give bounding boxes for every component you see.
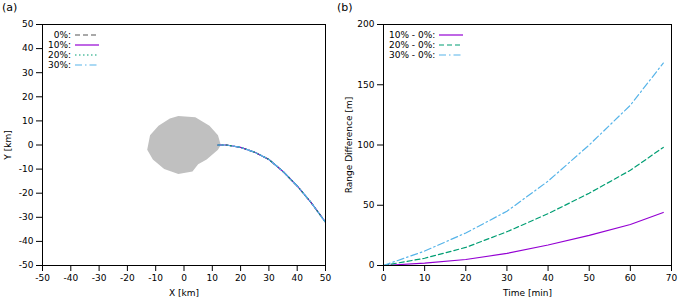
svg-text:Range Difference [m]: Range Difference [m]: [344, 97, 354, 193]
svg-text:Y [km]: Y [km]: [3, 130, 13, 160]
html-text:(b): (b): [337, 1, 353, 14]
svg-text:50: 50: [22, 19, 34, 29]
svg-text:-40: -40: [19, 236, 34, 246]
svg-text:-40: -40: [63, 273, 78, 283]
svg-text:20: 20: [22, 92, 34, 102]
svg-text:-50: -50: [35, 273, 50, 283]
svg-text:30: 30: [263, 273, 275, 283]
svg-text:20: 20: [235, 273, 247, 283]
svg-text:40: 40: [542, 273, 554, 283]
svg-text:-50: -50: [19, 260, 34, 270]
svg-text:100: 100: [357, 140, 374, 150]
svg-text:200: 200: [357, 19, 374, 29]
svg-text:30: 30: [501, 273, 513, 283]
html-text:10% - 0%:: 10% - 0%:: [389, 30, 436, 40]
svg-text:60: 60: [625, 273, 637, 283]
svg-text:40: 40: [291, 273, 303, 283]
svg-text:40: 40: [22, 43, 34, 53]
svg-text:-30: -30: [19, 212, 34, 222]
svg-text:-20: -20: [19, 188, 34, 198]
svg-text:-30: -30: [92, 273, 107, 283]
svg-text:Time [min]: Time [min]: [502, 288, 552, 298]
html-text:20%:: 20%:: [48, 50, 71, 60]
svg-text:X [km]: X [km]: [169, 288, 199, 298]
html-text:30% - 0%:: 30% - 0%:: [389, 50, 436, 60]
svg-text:50: 50: [363, 200, 375, 210]
svg-text:10: 10: [207, 273, 219, 283]
svg-text:70: 70: [666, 273, 678, 283]
svg-text:0: 0: [381, 273, 387, 283]
svg-text:20: 20: [460, 273, 472, 283]
svg-text:-10: -10: [19, 164, 34, 174]
html-text:10%:: 10%:: [48, 40, 71, 50]
svg-text:-20: -20: [120, 273, 135, 283]
svg-text:-10: -10: [148, 273, 163, 283]
svg-text:0: 0: [369, 260, 375, 270]
svg-text:150: 150: [357, 80, 374, 90]
svg-text:50: 50: [320, 273, 332, 283]
svg-text:10: 10: [419, 273, 431, 283]
html-text:(a): (a): [2, 1, 18, 14]
svg-text:0: 0: [181, 273, 187, 283]
html-text:20% - 0%:: 20% - 0%:: [389, 40, 436, 50]
html-text:30%:: 30%:: [48, 60, 71, 70]
svg-text:50: 50: [583, 273, 595, 283]
svg-text:0: 0: [28, 140, 34, 150]
svg-text:10: 10: [22, 116, 34, 126]
html-text:0%:: 0%:: [53, 30, 71, 40]
svg-text:30: 30: [22, 68, 34, 78]
